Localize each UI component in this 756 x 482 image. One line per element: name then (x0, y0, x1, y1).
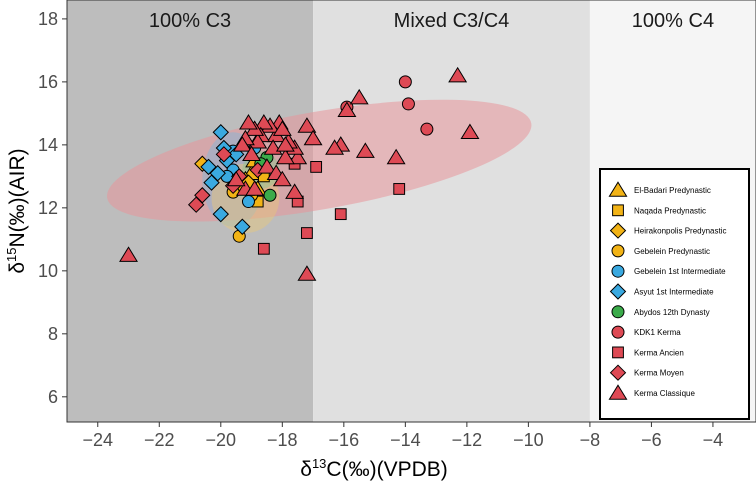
legend-marker-naqada-predynastic (612, 204, 624, 217)
x-tick-label: −24 (82, 430, 113, 450)
x-tick-label: −14 (390, 430, 421, 450)
legend-label-kerma-ancien: Kerma Ancien (634, 348, 684, 357)
x-tick-label: −16 (329, 430, 360, 450)
point-kerma-ancien-1 (257, 242, 270, 255)
legend-label-gebelein-predynastic: Gebelein Predynastic (634, 247, 710, 256)
region-label-100-c4: 100% C4 (632, 10, 714, 32)
point-kerma-classique-4 (460, 123, 480, 140)
point-kerma-ancien-5 (393, 183, 406, 195)
point-kerma-classique-16 (275, 148, 295, 165)
y-axis-ticks: 6 8 10 12 14 16 18 (38, 9, 67, 407)
point-kerma-classique-21 (254, 114, 274, 130)
x-tick-label: −18 (267, 430, 298, 450)
point-kerma-classique-31 (272, 170, 292, 187)
y-tick-label: 12 (38, 198, 58, 218)
plot-frame (66, 0, 756, 423)
point-kerma-classique-5 (349, 88, 369, 105)
point-asyut-1st-intermediate-7 (234, 218, 251, 235)
y-tick-label: 10 (38, 261, 58, 281)
legend-label-heirakonpolis-predynastic: Heirakonpolis Predynastic (634, 227, 727, 236)
point-kerma-classique-10 (337, 101, 357, 117)
x-axis-ticks: −24 −22 −20 −18 −16 −14 −12 −10 −8 −6 −4 (82, 422, 723, 450)
legend-marker-kerma-ancien (612, 346, 624, 359)
legend-label-kerma-moyen: Kerma Moyen (634, 369, 684, 378)
x-tick-label: −6 (641, 430, 662, 450)
legend-marker-asyut-1st-intermediate (609, 283, 627, 300)
x-axis-title-superscript: 13 (312, 456, 326, 471)
x-tick-label: −22 (144, 430, 175, 450)
point-kerma-classique-9 (325, 139, 345, 155)
legend-marker-heirakonpolis-predynastic (609, 222, 627, 239)
legend-label-kdk1-kerma: KDK1 Kerma (634, 328, 681, 337)
point-asyut-1st-intermediate-1 (212, 124, 230, 141)
point-kerma-classique-1 (119, 246, 138, 262)
point-asyut-1st-intermediate-6 (212, 205, 230, 223)
point-kerma-classique-36 (275, 136, 295, 152)
point-kerma-classique-13 (288, 148, 308, 165)
data-points (119, 66, 480, 281)
region-mixed-c3-c4 (313, 0, 590, 422)
y-tick-label: 16 (38, 72, 58, 92)
point-asyut-1st-intermediate-5 (203, 174, 220, 191)
legend-marker-kerma-moyen (609, 364, 627, 381)
x-tick-label: −20 (206, 430, 237, 450)
point-kerma-moyen-2 (194, 187, 211, 204)
point-kerma-classique-3 (448, 66, 468, 83)
point-kerma-classique-25 (239, 114, 258, 130)
point-gebelein-1st-intermediate-4 (241, 195, 255, 209)
legend-marker-kdk1-kerma (611, 325, 625, 339)
x-tick-label: −12 (452, 430, 483, 450)
point-kdk1-kerma-4 (420, 122, 434, 136)
point-kerma-ancien-6 (310, 161, 323, 173)
legend-marker-el-badari-predynastic (608, 181, 628, 197)
legend-marker-gebelein-predynastic (611, 244, 625, 258)
y-tick-label: 8 (48, 324, 58, 344)
point-abydos-12th-dynasty-2 (263, 188, 277, 202)
point-kerma-classique-6 (355, 142, 375, 158)
point-kerma-classique-29 (257, 158, 277, 174)
point-kerma-moyen-5 (215, 146, 233, 163)
point-kdk1-kerma-1 (398, 75, 412, 89)
y-axis-title: δ15N(‰)(AIR) (4, 148, 29, 273)
legend-label-asyut-1st-intermediate: Asyut 1st Intermediate (634, 288, 714, 297)
point-kdk1-kerma-2 (401, 97, 415, 111)
point-kerma-ancien-2 (301, 227, 313, 239)
legend-label-kerma-classique: Kerma Classique (634, 389, 695, 398)
x-tick-label: −8 (580, 430, 601, 450)
point-kerma-classique-7 (386, 148, 406, 165)
point-asyut-1st-intermediate-8 (200, 158, 217, 176)
legend-marker-gebelein-1st-intermediate (611, 264, 625, 278)
y-tick-label: 18 (38, 9, 58, 29)
region-label-100-c3: 100% C3 (149, 10, 231, 32)
x-axis-title: δ13C(‰)(VPDB) (300, 456, 448, 481)
point-kerma-classique-37 (272, 120, 292, 136)
region-labels: 100% C3 Mixed C3/C4 100% C4 (149, 10, 714, 32)
legend-label-abydos-12th-dynasty: Abydos 12th Dynasty (634, 308, 710, 317)
legend-marker-kerma-classique (608, 384, 628, 400)
legend-label-el-badari-predynastic: El-Badari Predynastic (634, 186, 711, 195)
point-kerma-classique-34 (226, 170, 246, 187)
region-label-mixed-c3-c4: Mixed C3/C4 (394, 10, 510, 32)
x-tick-label: −4 (703, 430, 724, 450)
y-tick-label: 14 (38, 135, 58, 155)
point-kerma-ancien-3 (334, 208, 347, 221)
x-tick-label: −10 (513, 430, 544, 450)
point-kerma-classique-27 (232, 136, 252, 152)
point-kerma-classique-32 (285, 183, 305, 199)
point-kerma-classique-35 (245, 180, 265, 196)
legend-marker-abydos-12th-dynasty (611, 305, 625, 319)
legend: El-Badari Predynastic Naqada Predynastic H… (599, 168, 750, 420)
legend-label-naqada-predynastic: Naqada Predynastic (634, 206, 706, 215)
y-axis-title-superscript: 15 (4, 247, 19, 261)
legend-box (599, 168, 750, 420)
point-kerma-classique-11 (297, 117, 317, 133)
y-tick-label: 6 (48, 387, 58, 407)
point-kerma-classique-12 (303, 129, 323, 146)
legend-label-gebelein-1st-intermediate: Gebelein 1st Intermediate (634, 267, 726, 276)
point-kerma-classique-28 (242, 145, 262, 162)
point-kerma-classique-2 (297, 265, 317, 281)
